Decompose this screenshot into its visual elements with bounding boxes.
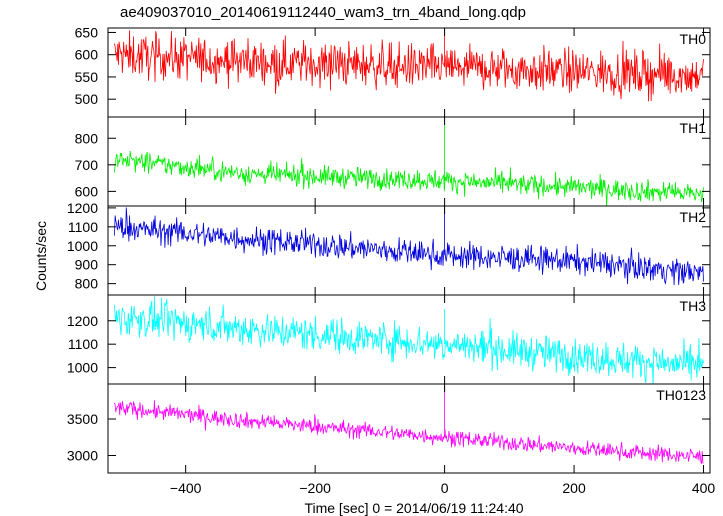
y-axis-label: Counts/sec xyxy=(33,221,49,291)
y-tick-label: 600 xyxy=(75,47,99,63)
panel-label-th0123: TH0123 xyxy=(656,387,706,403)
x-tick-label: −200 xyxy=(299,480,331,496)
x-tick-label: −400 xyxy=(170,480,202,496)
series-line-th3 xyxy=(114,296,704,384)
y-tick-label: 1000 xyxy=(67,360,98,376)
y-tick-label: 500 xyxy=(75,91,99,107)
y-tick-label: 1000 xyxy=(67,238,98,254)
series-line-th1 xyxy=(114,118,704,206)
panel-label-th0: TH0 xyxy=(680,31,707,47)
panel-frame-th3 xyxy=(107,294,711,385)
y-tick-label: 1100 xyxy=(68,336,98,352)
panel-label-th1: TH1 xyxy=(680,120,707,136)
y-tick-label: 800 xyxy=(75,276,99,292)
y-tick-label: 3000 xyxy=(67,447,98,463)
panel-label-th3: TH3 xyxy=(680,298,707,314)
x-tick-label: 400 xyxy=(692,480,716,496)
y-tick-label: 1200 xyxy=(67,200,98,216)
series-line-th0 xyxy=(114,28,704,102)
y-tick-label: 550 xyxy=(75,69,99,85)
y-tick-label: 700 xyxy=(75,157,99,173)
y-tick-label: 800 xyxy=(75,130,99,146)
panel-frame-th2 xyxy=(107,205,711,296)
panel-label-th2: TH2 xyxy=(680,209,707,225)
series-line-th2 xyxy=(114,207,704,286)
y-tick-label: 600 xyxy=(75,183,99,199)
x-tick-label: 0 xyxy=(441,480,449,496)
panel-frame-th0123 xyxy=(107,383,711,474)
y-tick-label: 1100 xyxy=(68,219,98,235)
chart-title: ae409037010_20140619112440_wam3_trn_4ban… xyxy=(120,4,526,21)
y-tick-label: 3500 xyxy=(67,411,98,427)
y-tick-label: 650 xyxy=(75,24,99,40)
y-tick-label: 900 xyxy=(75,257,99,273)
x-tick-label: 200 xyxy=(562,480,586,496)
y-tick-label: 1200 xyxy=(67,313,98,329)
series-line-th0123 xyxy=(114,386,704,464)
x-axis-label: Time [sec] 0 = 2014/06/19 11:24:40 xyxy=(304,500,523,516)
